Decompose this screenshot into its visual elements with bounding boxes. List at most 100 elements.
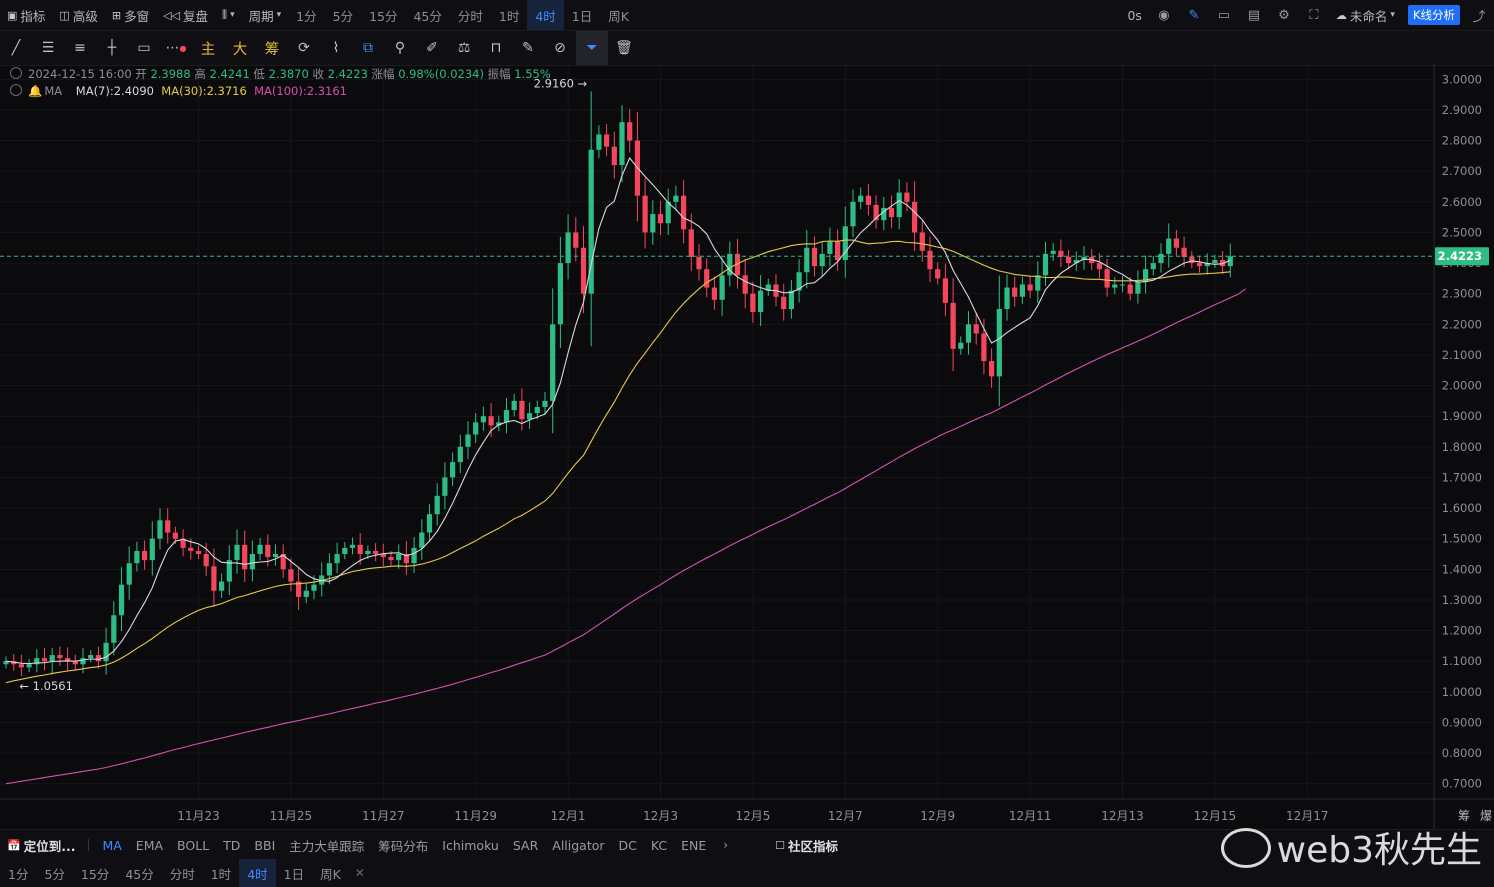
pen-icon[interactable]: ✎: [1188, 7, 1200, 23]
sync-icon[interactable]: ⟳: [298, 40, 310, 56]
collapse-icon[interactable]: [10, 84, 22, 96]
indicator-item-7[interactable]: Ichimoku: [442, 837, 499, 853]
period-tab-5[interactable]: 1时: [498, 8, 520, 24]
lock-drawing-icon[interactable]: ⧉: [363, 40, 373, 56]
candle-body: [665, 201, 671, 224]
fullscreen-icon[interactable]: ⛶: [1309, 7, 1319, 23]
candle-body: [11, 661, 17, 665]
candle-body: [265, 544, 271, 558]
candle-body: [673, 195, 679, 202]
bottom-period-tab-1[interactable]: 5分: [44, 866, 65, 882]
y-tick-label: 0.7000: [1442, 777, 1482, 791]
layout-dropdown[interactable]: ☁ 未命名 ▾: [1335, 8, 1395, 24]
chip-tool[interactable]: 筹: [264, 41, 280, 58]
bottom-period-tab-8[interactable]: 周K: [320, 866, 341, 882]
magnet-icon[interactable]: ⌇: [332, 40, 340, 56]
bell-icon[interactable]: 🔔: [28, 84, 43, 98]
indicator-item-2[interactable]: BOLL: [177, 837, 210, 853]
candle-body: [380, 554, 386, 558]
period-tab-8[interactable]: 周K: [608, 8, 629, 24]
settings-icon[interactable]: ⚙: [1278, 7, 1290, 23]
candle-body: [996, 309, 1002, 377]
period-tab-7[interactable]: 1日: [571, 8, 593, 24]
eye-icon[interactable]: ⊘: [554, 40, 566, 56]
indicator-item-6[interactable]: 筹码分布: [378, 838, 429, 854]
bottom-period-tab-4[interactable]: 分时: [169, 866, 195, 882]
ma100-line: [5, 288, 1247, 785]
candle-body: [49, 655, 55, 662]
rectangle-tool-icon[interactable]: ▭: [137, 40, 151, 56]
period-tab-0[interactable]: 1分: [296, 8, 317, 24]
indicator-item-1[interactable]: EMA: [135, 837, 164, 853]
candle-body: [858, 195, 864, 202]
bottom-period-tab-5[interactable]: 1时: [210, 866, 232, 882]
candle-body: [26, 664, 32, 668]
ruler-icon[interactable]: ⚲: [394, 40, 406, 56]
candle-body: [149, 538, 155, 561]
period-tab-4[interactable]: 分时: [457, 8, 483, 24]
parallel-channel-tool-icon[interactable]: ≡: [74, 40, 86, 56]
x-tick-label: 12月1: [551, 809, 586, 823]
collapse-icon[interactable]: [10, 67, 22, 79]
bottom-period-tab-7[interactable]: 1日: [283, 866, 305, 882]
more-tools-icon[interactable]: ⋯ ●: [165, 40, 187, 56]
price-chart[interactable]: 0.7000 0.8000 0.9000 1.0000 1.1000 1.2000 1.30…: [0, 64, 1494, 829]
candle-body: [480, 416, 486, 423]
comment-icon[interactable]: ▭: [1217, 7, 1231, 23]
camera-icon[interactable]: ◉: [1158, 7, 1170, 23]
period-tab-3[interactable]: 45分: [413, 8, 442, 24]
chevron-right-icon[interactable]: ›: [723, 838, 729, 852]
bottom-period-tab-3[interactable]: 45分: [125, 866, 154, 882]
horizontal-ray-tool-icon[interactable]: ┼: [107, 40, 117, 56]
bottom-period-tab-0[interactable]: 1分: [8, 866, 29, 882]
indicator-item-10[interactable]: DC: [618, 837, 637, 853]
indicator-item-5[interactable]: 主力大单跟踪: [289, 838, 365, 854]
period-tab-2[interactable]: 15分: [369, 8, 398, 24]
indicator-item-12[interactable]: ENE: [681, 837, 707, 853]
compare-icon[interactable]: ⚖: [457, 40, 471, 56]
candle-body: [403, 554, 409, 564]
screen-icon[interactable]: ▤: [1247, 7, 1261, 23]
indicator-item-8[interactable]: SAR: [512, 837, 539, 853]
candle-body: [989, 361, 995, 377]
note-icon[interactable]: ✎: [522, 40, 534, 56]
trendline-tool-icon[interactable]: ╱: [11, 40, 21, 56]
candle-body: [850, 201, 856, 227]
lock-icon[interactable]: ⊓: [490, 40, 502, 56]
big-order-tool[interactable]: 大: [232, 41, 248, 58]
k-analysis-button[interactable]: K线分析: [1407, 5, 1460, 25]
period-dropdown[interactable]: 周期 ▾: [248, 8, 282, 24]
candle-body: [419, 532, 425, 548]
indicator-item-4[interactable]: BBI: [254, 837, 276, 853]
horizontal-lines-tool-icon[interactable]: ☰: [41, 40, 55, 56]
multiwindow-button[interactable]: ⊞ 多窗: [111, 8, 150, 24]
trash-icon[interactable]: 🗑: [615, 40, 633, 56]
indicator-item-11[interactable]: KC: [650, 837, 668, 853]
candle-body: [1004, 287, 1010, 309]
candle-body: [650, 214, 656, 233]
y-tick-label: 0.9000: [1442, 715, 1482, 729]
bottom-period-tab-6[interactable]: 4时: [239, 859, 276, 887]
indicator-item-3[interactable]: TD: [223, 837, 241, 853]
period-tab-6[interactable]: 4时: [527, 0, 564, 30]
candle-body: [935, 269, 941, 279]
share-icon[interactable]: ⤴: [1472, 9, 1486, 25]
candle-body: [819, 253, 825, 267]
locate-button[interactable]: 📅 定位到...: [7, 838, 76, 854]
period-tab-1[interactable]: 5分: [332, 8, 354, 24]
close-icon[interactable]: ✕: [354, 866, 365, 880]
main-force-tool[interactable]: 主: [200, 41, 216, 58]
community-indicators-button[interactable]: ☐ 社区指标: [775, 838, 838, 854]
replay-button[interactable]: ◁◁ 复盘: [163, 8, 209, 24]
filter-icon[interactable]: ⏷: [576, 31, 608, 65]
indicator-item-0[interactable]: MA: [102, 837, 122, 853]
bottom-period-tab-2[interactable]: 15分: [80, 866, 110, 882]
advanced-button[interactable]: ◫ 高级: [59, 8, 98, 24]
indicator-item-9[interactable]: Alligator: [552, 837, 605, 853]
chart-type-button[interactable]: ⫼ ▾: [215, 0, 242, 30]
candle-body: [888, 207, 895, 218]
candle-body: [465, 434, 471, 447]
brush-icon[interactable]: ✐: [426, 40, 438, 56]
candle-body: [1227, 256, 1233, 267]
indicators-button[interactable]: ▣ 指标: [7, 8, 46, 24]
